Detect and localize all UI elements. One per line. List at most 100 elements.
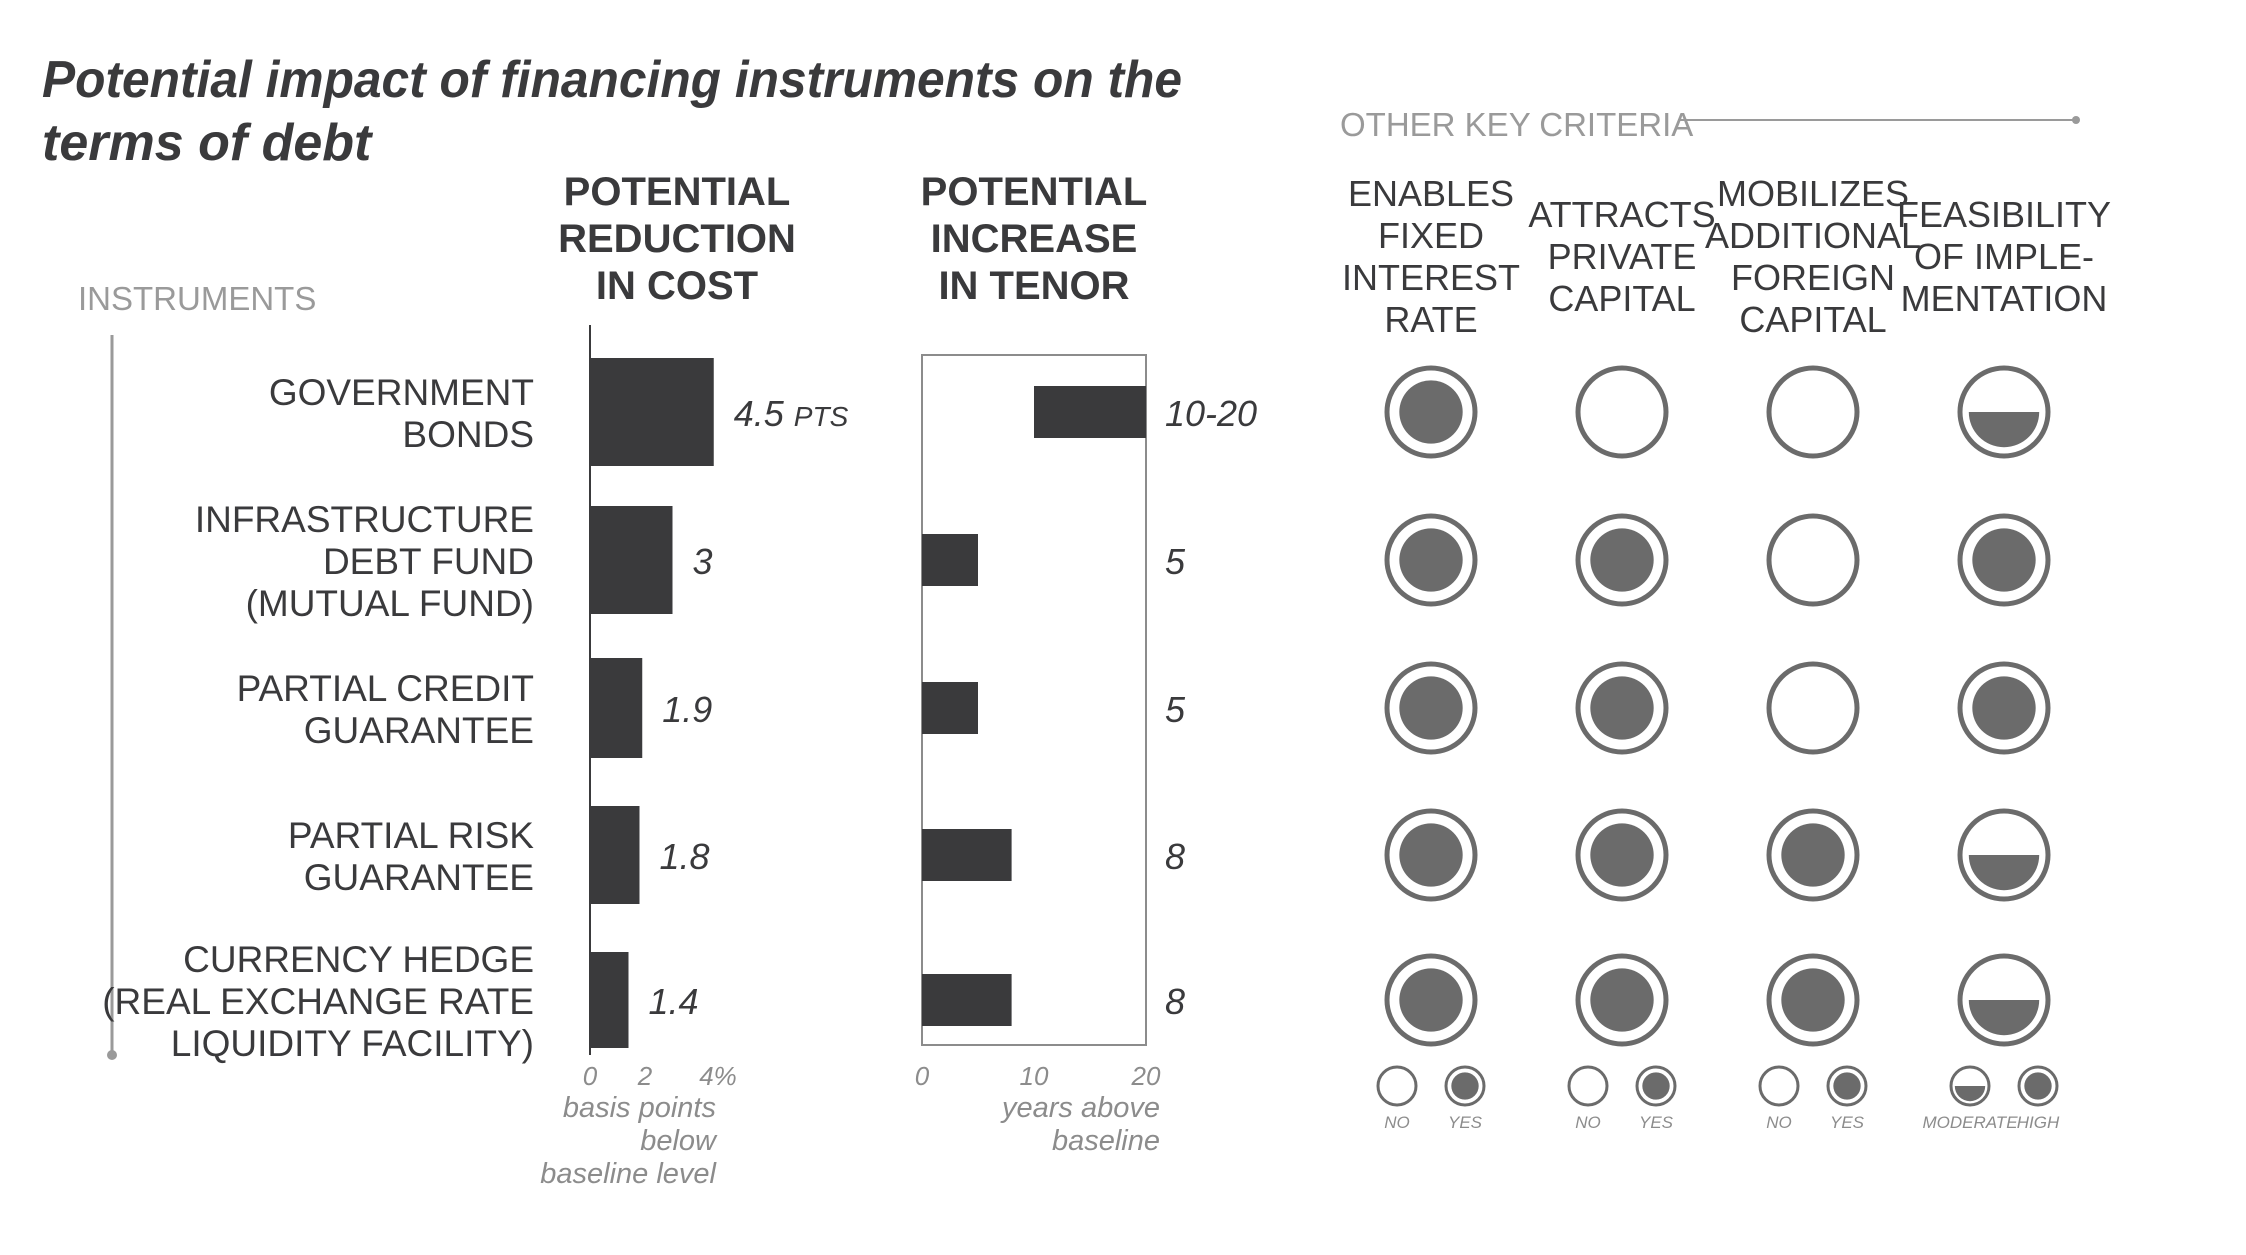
tenor-bar-4 <box>922 974 1012 1026</box>
criteria-cell-2-3-filled-dot <box>1781 823 1845 887</box>
criteria-cell-2-2-no <box>1766 661 1860 755</box>
legend-3-1-filled-dot <box>2024 1072 2052 1100</box>
tenor-x-axis-label-line-1: baseline <box>1052 1125 1160 1157</box>
criteria-header-3-line-2: MENTATION <box>1901 278 2108 319</box>
cost-chart-title-line-1: REDUCTION <box>558 217 796 261</box>
criteria-cell-1-4-filled-dot <box>1590 968 1654 1032</box>
criteria-cell-0-4-filled-dot <box>1399 968 1463 1032</box>
criteria-header-0-line-2: INTEREST <box>1342 257 1520 298</box>
cost-bar-3 <box>590 806 640 904</box>
cost-data-label-1: 3 <box>693 541 713 582</box>
legend-2-1-filled-dot <box>1833 1072 1861 1100</box>
instruments-axis-dot <box>107 1050 117 1060</box>
criteria-cell-2-4-filled-dot <box>1781 968 1845 1032</box>
other-key-criteria-label: OTHER KEY CRITERIA <box>1340 106 1693 143</box>
legend-1-1-filled-dot <box>1642 1072 1670 1100</box>
instrument-label-4-line-0: CURRENCY HEDGE <box>183 939 534 980</box>
tenor-x-tick-1: 10 <box>1020 1061 1049 1091</box>
legend-0-1-filled-dot <box>1451 1072 1479 1100</box>
cost-chart-title-line-2: IN COST <box>596 264 758 308</box>
cost-bar-2 <box>590 658 643 758</box>
tenor-x-tick-0: 0 <box>915 1061 930 1091</box>
tenor-data-label-3: 8 <box>1165 836 1185 877</box>
criteria-cell-3-4-half-fill <box>1968 1000 2040 1036</box>
tenor-x-tick-2: 20 <box>1131 1061 1161 1091</box>
tenor-data-label-0: 10-20 <box>1165 393 1257 434</box>
cost-x-tick-2: 4% <box>699 1061 737 1091</box>
criteria-header-0-line-1: FIXED <box>1378 215 1484 256</box>
criteria-header-2-line-3: CAPITAL <box>1739 299 1886 340</box>
instrument-label-1-line-0: INFRASTRUCTURE <box>195 499 534 540</box>
cost-data-label-2: 1.9 <box>662 689 712 730</box>
criteria-cell-2-1-no <box>1766 513 1860 607</box>
criteria-cell-0-0-filled-dot <box>1399 380 1463 444</box>
criteria-cell-1-3-filled-dot <box>1590 823 1654 887</box>
criteria-header-3-line-1: OF IMPLE- <box>1914 236 2094 277</box>
criteria-cell-3-0-half-fill <box>1968 412 2040 448</box>
criteria-header-1-line-2: CAPITAL <box>1548 278 1695 319</box>
criteria-header-2-line-1: ADDITIONAL <box>1705 215 1921 256</box>
tenor-bar-3 <box>922 829 1012 881</box>
tenor-x-axis-label-line-0: years above <box>1000 1092 1160 1124</box>
legend-label-1-0: NO <box>1575 1113 1601 1132</box>
criteria-cell-0-3-filled-dot <box>1399 823 1463 887</box>
criteria-cell-3-2-filled-dot <box>1972 676 2036 740</box>
legend-label-3-1: HIGH <box>2017 1113 2060 1132</box>
instrument-label-3-line-0: PARTIAL RISK <box>288 815 534 856</box>
cost-data-label-4: 1.4 <box>649 981 699 1022</box>
legend-3-0-half-fill <box>1954 1086 1986 1102</box>
tenor-data-label-1: 5 <box>1165 541 1186 582</box>
criteria-header-2-line-0: MOBILIZES <box>1717 173 1909 214</box>
chart-title-line-1: Potential impact of financing instrument… <box>42 51 1182 109</box>
instrument-label-0-line-1: BONDS <box>402 414 534 455</box>
legend-label-2-1: YES <box>1830 1113 1865 1132</box>
cost-x-axis-label-line-1: below <box>640 1125 718 1157</box>
cost-data-label-unit: PTS <box>794 401 849 432</box>
cost-bar-0 <box>590 358 714 466</box>
tenor-data-label-2: 5 <box>1165 689 1186 730</box>
tenor-bar-2 <box>922 682 978 734</box>
legend-0-0-no <box>1376 1065 1418 1107</box>
tenor-data-label-4: 8 <box>1165 981 1185 1022</box>
instrument-label-0-line-0: GOVERNMENT <box>269 372 534 413</box>
legend-label-0-1: YES <box>1448 1113 1483 1132</box>
tenor-chart-title-line-0: POTENTIAL <box>921 170 1148 214</box>
cost-bar-1 <box>590 506 673 614</box>
criteria-header-3-line-0: FEASIBILITY <box>1897 194 2111 235</box>
criteria-cell-1-0-no <box>1575 365 1669 459</box>
instrument-label-1-line-2: (MUTUAL FUND) <box>246 583 534 624</box>
criteria-header-rule-dot <box>2072 116 2080 124</box>
instrument-label-4-line-1: (REAL EXCHANGE RATE <box>102 981 534 1022</box>
criteria-header-1-line-1: PRIVATE <box>1548 236 1697 277</box>
legend-label-3-0: MODERATE <box>1922 1113 2018 1132</box>
instrument-label-2-line-1: GUARANTEE <box>304 710 534 751</box>
instrument-label-4-line-2: LIQUIDITY FACILITY) <box>171 1023 534 1064</box>
criteria-header-0-line-3: RATE <box>1384 299 1477 340</box>
cost-x-axis-label-line-2: baseline level <box>540 1158 717 1190</box>
cost-x-tick-1: 2 <box>637 1061 653 1091</box>
cost-bar-4 <box>590 952 629 1048</box>
legend-1-0-no <box>1567 1065 1609 1107</box>
cost-x-axis-label-line-0: basis points <box>563 1092 716 1124</box>
tenor-bar-1 <box>922 534 978 586</box>
criteria-cell-0-2-filled-dot <box>1399 676 1463 740</box>
instrument-label-1-line-1: DEBT FUND <box>323 541 534 582</box>
tenor-bar-0 <box>1034 386 1146 438</box>
criteria-cell-2-0-no <box>1766 365 1860 459</box>
criteria-cell-3-3-half-fill <box>1968 855 2040 891</box>
cost-x-tick-0: 0 <box>583 1061 598 1091</box>
legend-2-0-no <box>1758 1065 1800 1107</box>
criteria-cell-1-2-filled-dot <box>1590 676 1654 740</box>
tenor-chart-title-line-1: INCREASE <box>931 217 1138 261</box>
cost-chart-title-line-0: POTENTIAL <box>564 170 791 214</box>
instrument-label-3-line-1: GUARANTEE <box>304 857 534 898</box>
legend-label-0-0: NO <box>1384 1113 1410 1132</box>
criteria-header-0-line-0: ENABLES <box>1348 173 1514 214</box>
cost-data-label-3: 1.8 <box>660 836 710 877</box>
legend-label-1-1: YES <box>1639 1113 1674 1132</box>
criteria-header-2-line-2: FOREIGN <box>1731 257 1895 298</box>
instrument-label-2-line-0: PARTIAL CREDIT <box>237 668 534 709</box>
tenor-chart-title-line-2: IN TENOR <box>938 264 1129 308</box>
